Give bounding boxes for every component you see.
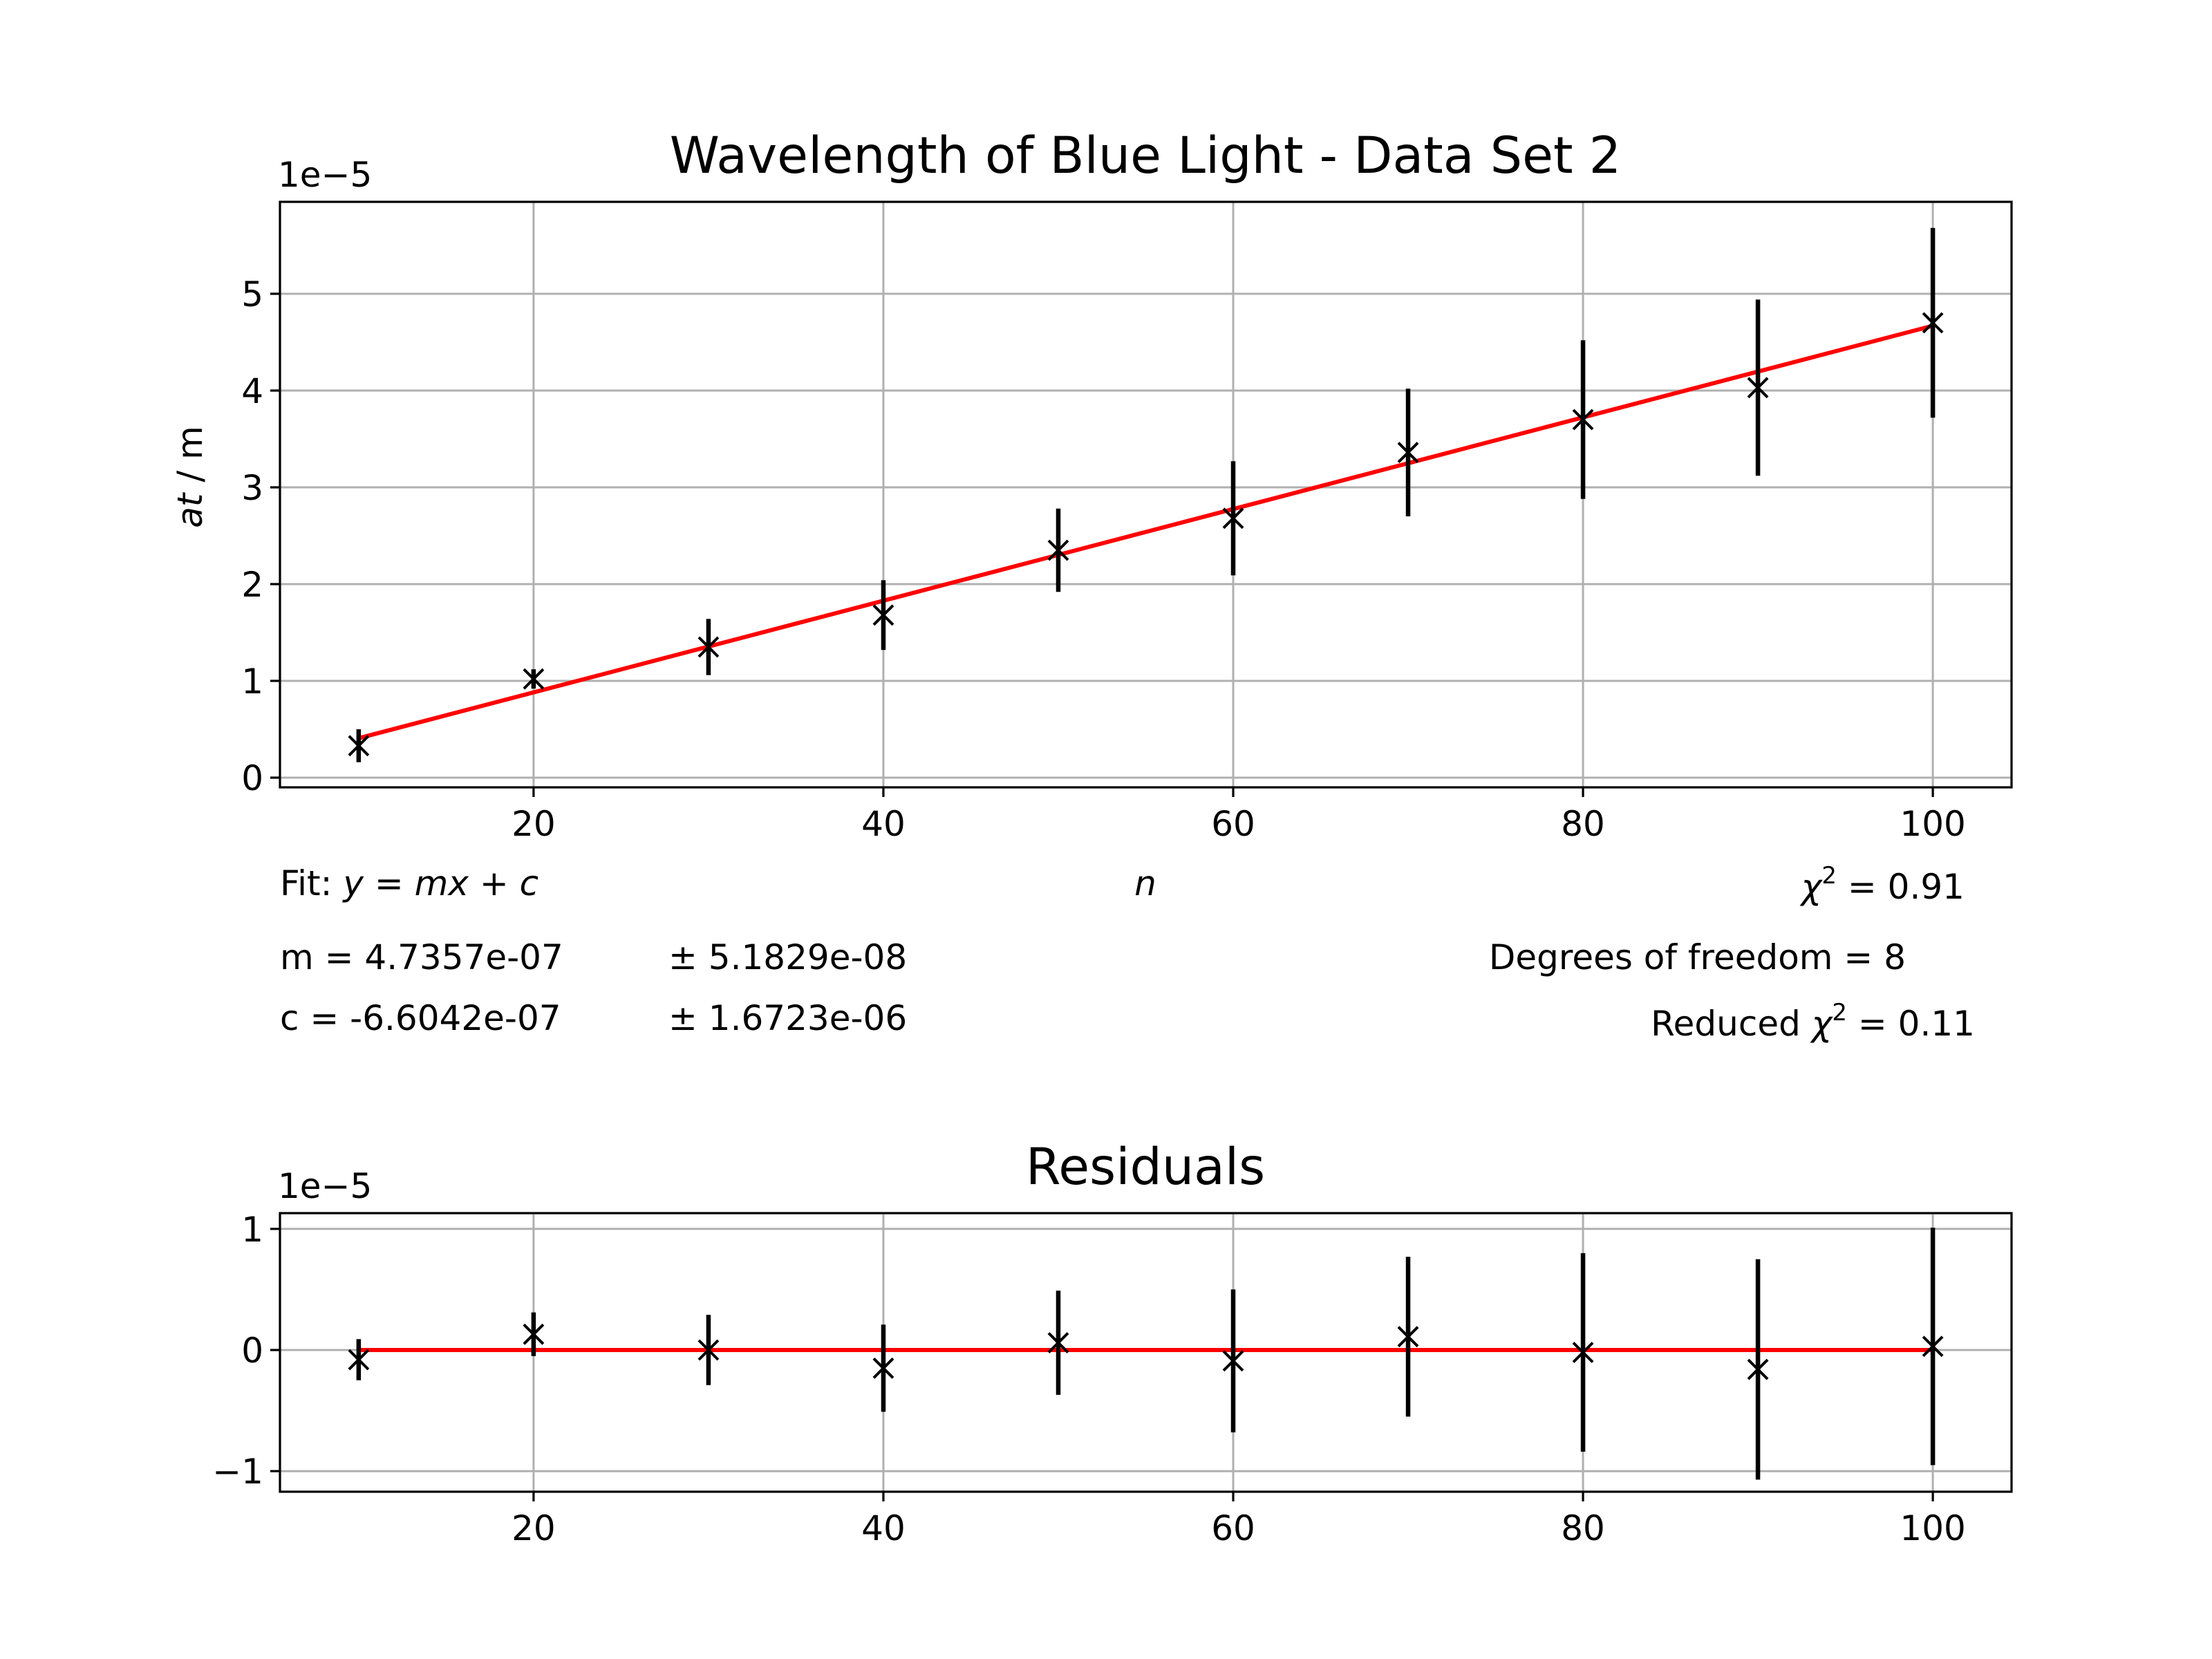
chi-squared-value: = 0.91 bbox=[1837, 867, 1965, 907]
main-data-point-marker bbox=[872, 604, 894, 626]
chi-symbol: χ bbox=[1799, 867, 1824, 907]
main-y-tick-label: 1 bbox=[241, 662, 263, 702]
residuals-title: Residuals bbox=[1026, 1138, 1265, 1197]
residuals-x-tick-label: 80 bbox=[1561, 1508, 1605, 1548]
fit-c-value: c = -6.6042e-07 bbox=[280, 998, 561, 1038]
fit-formula: y = mx + c bbox=[341, 863, 538, 903]
main-y-tick-label: 3 bbox=[241, 468, 263, 508]
residuals-y-tick-label: 0 bbox=[241, 1331, 263, 1371]
main-x-axis-label: n bbox=[1134, 863, 1156, 903]
residuals-data-point-marker bbox=[872, 1357, 894, 1379]
main-y-tick-label: 0 bbox=[241, 758, 263, 798]
degrees-of-freedom: Degrees of freedom = 8 bbox=[1489, 937, 1906, 977]
main-x-tick-label: 100 bbox=[1900, 804, 1965, 844]
residuals-y-tick-label: −1 bbox=[212, 1452, 263, 1492]
main-y-tick-label: 2 bbox=[241, 565, 263, 605]
main-fit-line bbox=[358, 324, 1933, 740]
main-data-point-marker bbox=[1047, 539, 1069, 561]
main-data-point-marker bbox=[348, 735, 370, 757]
main-data-point-marker bbox=[1397, 442, 1419, 464]
residuals-data-point-marker bbox=[1047, 1332, 1069, 1353]
reduced-chi-squared-value: = 0.11 bbox=[1847, 1004, 1975, 1044]
main-plot: 20 40 60 80 100 0 1 2 3 4 5 bbox=[241, 200, 2013, 844]
chi-superscript: 2 bbox=[1821, 862, 1837, 890]
main-data-point-marker bbox=[1747, 377, 1769, 399]
main-data-point-marker bbox=[1572, 409, 1594, 431]
fit-prefix: Fit: bbox=[280, 863, 343, 903]
main-y-axis-label-unit: / m bbox=[170, 426, 210, 493]
main-axes-frame bbox=[279, 200, 2013, 789]
residuals-axes-frame bbox=[279, 1212, 2013, 1493]
main-data-point-marker bbox=[1222, 507, 1244, 529]
reduced-chi-symbol: χ bbox=[1810, 1004, 1834, 1044]
main-x-tick-label: 60 bbox=[1211, 804, 1255, 844]
residuals-data-point-marker bbox=[348, 1349, 370, 1371]
reduced-chi-superscript: 2 bbox=[1832, 999, 1847, 1027]
main-title: Wavelength of Blue Light - Data Set 2 bbox=[670, 126, 1622, 185]
main-x-tick-label: 80 bbox=[1561, 804, 1605, 844]
fit-equation: Fit: y = mx + c bbox=[280, 863, 538, 903]
main-y-tick-label: 5 bbox=[241, 274, 263, 315]
residuals-data-point-marker bbox=[1397, 1326, 1419, 1348]
residuals-data-point-marker bbox=[1922, 1335, 1944, 1358]
residuals-y-tick-label: 1 bbox=[241, 1210, 263, 1250]
main-data-point-marker bbox=[1922, 312, 1944, 334]
residuals-data-point-marker bbox=[1747, 1358, 1769, 1380]
fit-m-error: ± 5.1829e-08 bbox=[668, 937, 907, 977]
residuals-x-tick-label: 100 bbox=[1900, 1508, 1965, 1548]
main-y-axis-label-symbol: at bbox=[170, 491, 210, 528]
main-data-point-marker bbox=[697, 636, 720, 658]
main-x-tick-label: 20 bbox=[512, 804, 556, 844]
residuals-data-point-marker bbox=[1222, 1350, 1244, 1372]
reduced-prefix: Reduced bbox=[1651, 1004, 1812, 1044]
residuals-data-point-marker bbox=[1572, 1342, 1594, 1363]
fit-c-error: ± 1.6723e-06 bbox=[668, 998, 907, 1038]
residuals-y-offset-label: 1e−5 bbox=[278, 1166, 372, 1206]
residuals-x-tick-label: 40 bbox=[861, 1508, 906, 1548]
main-data-point-marker bbox=[523, 668, 545, 690]
main-x-tick-label: 40 bbox=[861, 804, 906, 844]
residuals-x-tick-label: 60 bbox=[1211, 1508, 1255, 1548]
residuals-data-point-marker bbox=[523, 1323, 545, 1345]
main-y-tick-label: 4 bbox=[241, 371, 263, 411]
residuals-data-point-marker bbox=[697, 1339, 720, 1361]
reduced-chi-squared: Reduced χ2 = 0.11 bbox=[1651, 999, 1975, 1044]
main-y-axis-label: at / m bbox=[170, 426, 210, 528]
fit-m-value: m = 4.7357e-07 bbox=[280, 937, 563, 977]
main-y-offset-label: 1e−5 bbox=[278, 155, 372, 195]
residuals-x-tick-label: 20 bbox=[512, 1508, 556, 1548]
residuals-plot: 20 40 60 80 100 −1 0 1 bbox=[212, 1210, 2013, 1548]
chi-squared: χ2 = 0.91 bbox=[1799, 862, 1965, 907]
